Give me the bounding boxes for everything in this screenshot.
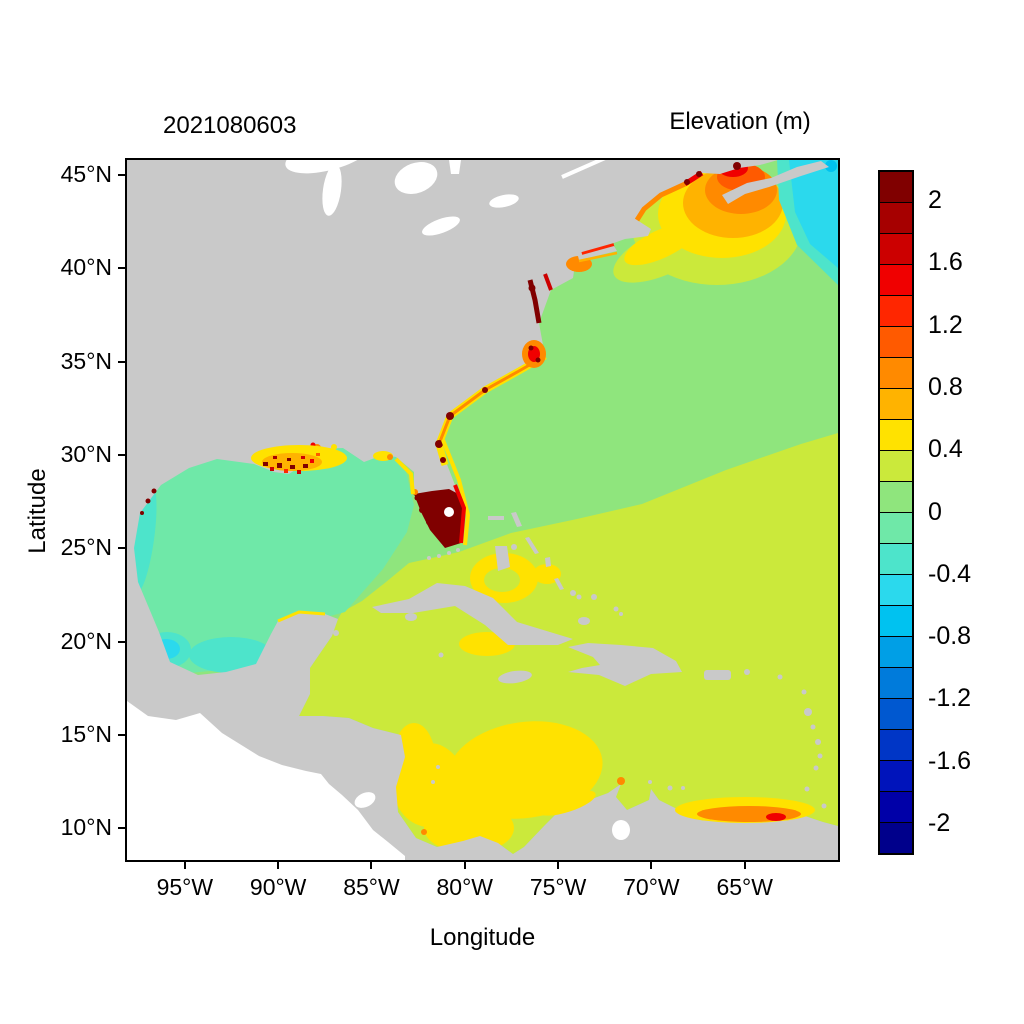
colorbar-segment bbox=[880, 326, 912, 357]
colorbar-segment bbox=[880, 295, 912, 326]
x-tick-label: 65°W bbox=[716, 874, 773, 900]
x-tick-mark bbox=[650, 860, 653, 869]
y-tick-mark bbox=[118, 173, 127, 176]
x-tick-label: 80°W bbox=[436, 874, 494, 900]
andros bbox=[495, 546, 510, 571]
colorbar-segment bbox=[880, 388, 912, 419]
x-axis-label: Longitude bbox=[429, 924, 536, 951]
colorbar-segment bbox=[880, 233, 912, 264]
land-masses bbox=[127, 160, 838, 860]
colorbar-segment bbox=[880, 419, 912, 450]
colorbar-segment bbox=[880, 202, 912, 233]
colorbar-segment bbox=[880, 729, 912, 760]
y-tick-label: 30°N bbox=[60, 440, 112, 467]
colorbar-tick-label: 1.6 bbox=[928, 248, 963, 277]
coastal-surge-anomalies bbox=[140, 162, 815, 823]
x-tick-mark bbox=[277, 860, 280, 869]
y-tick-mark bbox=[118, 360, 127, 363]
colorbar-segment bbox=[880, 172, 912, 202]
y-tick-label: 15°N bbox=[60, 720, 112, 747]
colorbar-segment bbox=[880, 512, 912, 543]
y-axis-label: Latitude bbox=[24, 468, 51, 554]
colorbar-tick-label: 2 bbox=[928, 186, 942, 215]
y-tick-mark bbox=[118, 547, 127, 550]
puerto-rico bbox=[704, 670, 731, 680]
x-tick-label: 90°W bbox=[249, 874, 307, 900]
colorbar-segment bbox=[880, 357, 912, 388]
elevation-map-canvas bbox=[127, 160, 838, 860]
colorbar-segment bbox=[880, 264, 912, 295]
pacific-no-data-region bbox=[127, 701, 405, 860]
x-tick-mark bbox=[183, 860, 186, 869]
y-tick-label: 40°N bbox=[60, 254, 112, 281]
x-tick-mark bbox=[463, 860, 466, 869]
cuba bbox=[372, 583, 573, 645]
x-tick-label: 85°W bbox=[343, 874, 400, 900]
colorbar-segment bbox=[880, 791, 912, 822]
colorbar-segment bbox=[880, 822, 912, 853]
x-tick-label: 70°W bbox=[623, 874, 680, 900]
y-tick-label: 10°N bbox=[60, 814, 112, 841]
y-tick-label: 45°N bbox=[60, 160, 112, 187]
jamaica bbox=[498, 670, 532, 684]
colorbar-tick-label: -0.8 bbox=[928, 622, 972, 651]
colorbar-tick-label: 0.8 bbox=[928, 372, 963, 401]
colorbar-tick-label: 0.4 bbox=[928, 435, 963, 464]
colorbar-tick-label: -1.2 bbox=[928, 684, 972, 713]
colorbar-segment bbox=[880, 605, 912, 636]
x-tick-label: 75°W bbox=[529, 874, 587, 900]
colorbar-tick-label: -1.6 bbox=[928, 746, 972, 775]
lakes bbox=[285, 160, 630, 840]
x-tick-mark bbox=[743, 860, 746, 869]
y-tick-label: 25°N bbox=[60, 534, 112, 561]
nova-scotia bbox=[722, 161, 829, 204]
colorbar-segment bbox=[880, 543, 912, 574]
colorbar-segment bbox=[880, 760, 912, 791]
y-tick-mark bbox=[118, 453, 127, 456]
colorbar-tick-label: 1.2 bbox=[928, 310, 963, 339]
y-tick-mark bbox=[118, 733, 127, 736]
colorbar-segment bbox=[880, 450, 912, 481]
long-island bbox=[578, 246, 617, 260]
florida-surge bbox=[414, 489, 464, 548]
y-tick-label: 20°N bbox=[60, 627, 112, 654]
colorbar-segment bbox=[880, 481, 912, 512]
y-tick-mark bbox=[118, 827, 127, 830]
colorbar-tick-label: -0.4 bbox=[928, 559, 972, 588]
x-tick-label: 95°W bbox=[156, 874, 214, 900]
hispaniola bbox=[568, 643, 682, 686]
colorbar-segment bbox=[880, 636, 912, 667]
colorbar-tick-label: 0 bbox=[928, 497, 942, 526]
y-tick-label: 35°N bbox=[60, 347, 112, 374]
colorbar-segment bbox=[880, 667, 912, 698]
x-tick-mark bbox=[370, 860, 373, 869]
colorbar-title: Elevation (m) bbox=[669, 108, 811, 135]
colorbar bbox=[878, 170, 914, 855]
colorbar-tick-label: -2 bbox=[928, 808, 951, 837]
y-tick-mark bbox=[118, 267, 127, 270]
y-tick-mark bbox=[118, 640, 127, 643]
x-tick-mark bbox=[557, 860, 560, 869]
colorbar-segment bbox=[880, 574, 912, 605]
map-plot-area bbox=[125, 158, 840, 862]
colorbar-segment bbox=[880, 698, 912, 729]
plot-date-title: 2021080603 bbox=[163, 112, 297, 139]
